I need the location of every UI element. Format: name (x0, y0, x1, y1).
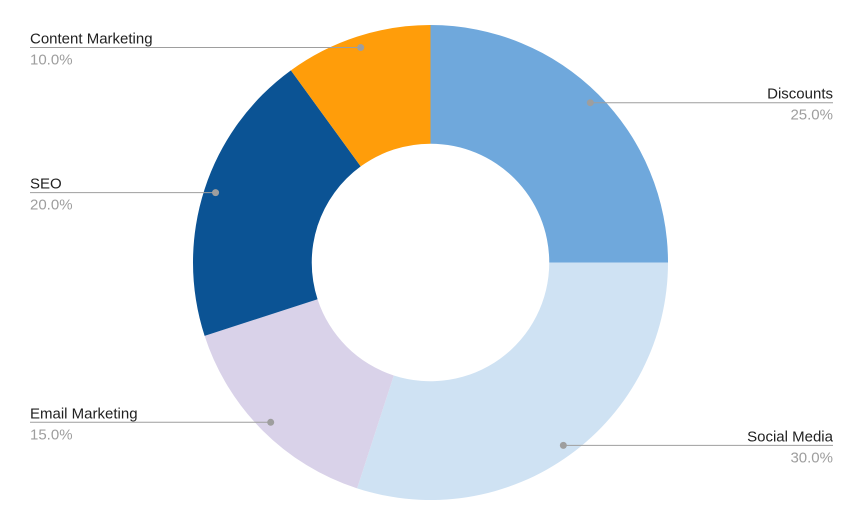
slice-label-social-media: Social Media (747, 428, 834, 445)
callout-dot-social-media (559, 441, 567, 449)
slice-percent-email-marketing: 15.0% (30, 426, 73, 443)
slice-percent-discounts: 25.0% (790, 107, 833, 124)
slice-content-marketing[interactable] (290, 25, 431, 167)
callout-dot-seo (212, 189, 220, 197)
slice-discounts[interactable] (430, 25, 669, 263)
slice-label-content-marketing: Content Marketing (30, 31, 153, 48)
slice-label-discounts: Discounts (767, 86, 833, 103)
slice-seo[interactable] (192, 70, 361, 336)
slice-label-seo: SEO (30, 176, 62, 193)
slice-social-media[interactable] (357, 262, 668, 500)
slice-email-marketing[interactable] (204, 299, 394, 489)
slice-percent-seo: 20.0% (30, 197, 73, 214)
slice-label-email-marketing: Email Marketing (30, 405, 138, 422)
slice-percent-content-marketing: 10.0% (30, 52, 73, 69)
callout-dot-email-marketing (267, 418, 275, 426)
callout-dot-discounts (586, 99, 594, 107)
callout-dot-content-marketing (357, 44, 365, 52)
slice-percent-social-media: 30.0% (790, 449, 833, 466)
